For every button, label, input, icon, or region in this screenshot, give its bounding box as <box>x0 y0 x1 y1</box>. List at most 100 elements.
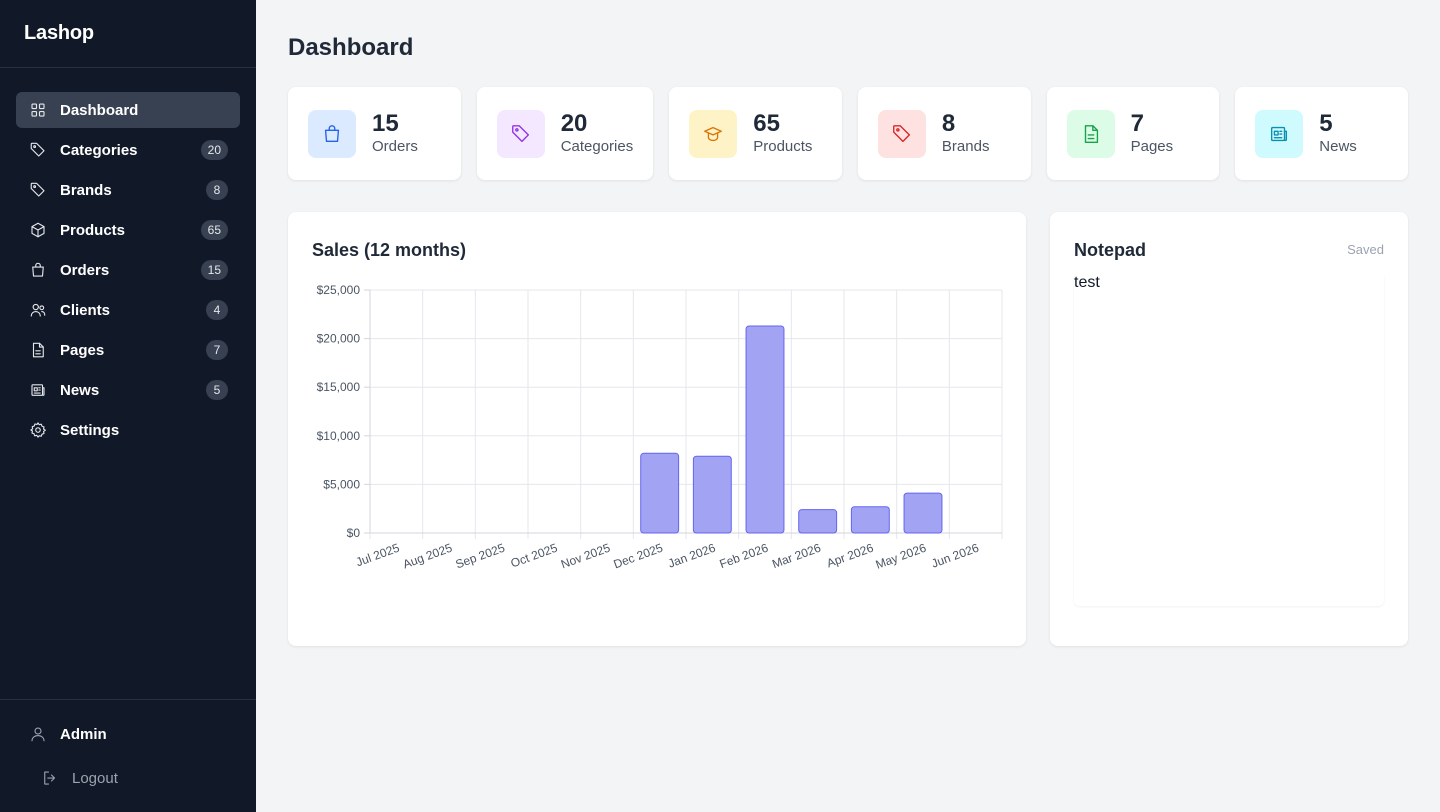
gear-icon <box>28 420 48 440</box>
sidebar-item-pages[interactable]: Pages 7 <box>16 332 240 368</box>
sidebar-item-label: Clients <box>60 301 111 319</box>
sidebar-item-brands[interactable]: Brands 8 <box>16 172 240 208</box>
chart-bar <box>640 452 680 534</box>
stat-card-news: 5 News <box>1235 87 1408 180</box>
count-badge: 4 <box>206 300 228 320</box>
stat-value: 20 <box>560 109 588 137</box>
stat-label: Products <box>753 137 813 155</box>
newspaper-icon <box>1271 126 1288 141</box>
count-badge: 20 <box>200 140 228 160</box>
sidebar-nav: Dashboard Categories 20 Brands 8 Product… <box>0 68 256 448</box>
document-icon <box>28 340 48 360</box>
x-tick-label: Oct 2025 <box>509 541 560 571</box>
y-tick-label: $25,000 <box>317 283 361 297</box>
y-tick-label: $0 <box>347 526 361 540</box>
chart-bar <box>692 455 732 534</box>
x-tick-label: Aug 2025 <box>401 541 454 572</box>
logout-label: Logout <box>72 769 118 787</box>
user-name: Admin <box>60 725 107 743</box>
stat-value: 65 <box>753 109 780 137</box>
stats-row: 15 Orders 20 Categories 65 Products 8 Brands… <box>288 87 1408 180</box>
stat-label: Brands <box>941 137 990 155</box>
chart-bar <box>903 492 943 534</box>
app-logo[interactable]: Lashop <box>0 0 256 68</box>
logout-button[interactable]: Logout <box>16 760 240 796</box>
sidebar-item-dashboard[interactable]: Dashboard <box>16 92 240 128</box>
notepad-textarea[interactable]: test <box>1074 272 1384 606</box>
sidebar-item-label: Products <box>60 221 126 239</box>
graduation-cap-icon <box>704 126 723 141</box>
notepad-title: Notepad <box>1074 240 1146 260</box>
sidebar-item-news[interactable]: News 5 <box>16 372 240 408</box>
x-tick-label: Mar 2026 <box>770 541 823 572</box>
sales-chart-panel: Sales (12 months) $0 $5,000 $10,000 $15,000… <box>288 212 1026 646</box>
grid-icon <box>28 100 48 120</box>
stat-icon-brands <box>877 109 926 158</box>
count-badge: 7 <box>206 340 228 360</box>
stat-icon-news <box>1255 109 1304 158</box>
main-content: Dashboard 15 Orders 20 Categories 65 Produc… <box>256 0 1440 812</box>
y-tick-label: $15,000 <box>317 380 361 394</box>
x-tick-label: Sep 2025 <box>454 541 507 572</box>
stat-label: Pages <box>1130 137 1174 155</box>
x-tick-label: May 2026 <box>874 541 929 572</box>
stat-label: News <box>1319 137 1357 155</box>
y-tick-label: $5,000 <box>323 477 360 491</box>
sales-chart: $0 $5,000 $10,000 $15,000 $20,000 $25,000 Jul … <box>317 283 1003 572</box>
sidebar: Lashop Dashboard Categories 20 Brands 8 … <box>0 0 256 812</box>
stat-value: 8 <box>941 109 956 137</box>
x-tick-label: Jun 2026 <box>929 541 980 571</box>
stat-label: Categories <box>560 137 634 155</box>
users-icon <box>28 300 48 320</box>
y-tick-label: $10,000 <box>317 429 361 443</box>
sidebar-item-orders[interactable]: Orders 15 <box>16 252 240 288</box>
shopping-bag-icon <box>28 260 48 280</box>
stat-card-products: 65 Products <box>669 87 842 180</box>
sidebar-item-settings[interactable]: Settings <box>16 412 240 448</box>
count-badge: 8 <box>206 180 228 200</box>
notepad-panel: Notepad Saved test <box>1050 212 1408 646</box>
x-tick-label: Feb 2026 <box>718 541 771 572</box>
stat-value: 15 <box>372 109 399 137</box>
user-profile[interactable]: Admin <box>16 716 240 752</box>
stat-icon-categories <box>496 109 545 158</box>
sidebar-item-categories[interactable]: Categories 20 <box>16 132 240 168</box>
sidebar-item-label: Orders <box>60 261 110 279</box>
sidebar-item-label: News <box>60 381 100 399</box>
stat-value: 5 <box>1319 109 1333 137</box>
stat-card-pages: 7 Pages <box>1046 87 1220 180</box>
sidebar-item-label: Dashboard <box>60 101 139 119</box>
stat-card-brands: 8 Brands <box>857 87 1031 180</box>
sidebar-item-label: Settings <box>60 421 120 439</box>
stat-icon-orders <box>308 109 356 158</box>
stat-icon-products <box>689 109 738 158</box>
y-tick-label: $20,000 <box>317 332 361 346</box>
stat-label: Orders <box>372 137 418 155</box>
sidebar-item-label: Pages <box>60 341 105 359</box>
user-icon <box>28 724 48 744</box>
x-tick-label: Jan 2026 <box>666 541 717 571</box>
tag-icon <box>28 180 48 200</box>
x-tick-label: Nov 2025 <box>559 541 612 572</box>
chart-bar <box>798 509 838 534</box>
count-badge: 15 <box>200 260 228 280</box>
sidebar-item-label: Brands <box>60 181 112 199</box>
logout-icon <box>40 768 60 788</box>
tag-icon <box>28 140 48 160</box>
document-icon <box>1084 124 1098 143</box>
chart-bar <box>850 506 890 534</box>
sidebar-item-clients[interactable]: Clients 4 <box>16 292 240 328</box>
cube-icon <box>28 220 48 240</box>
panels-row: Sales (12 months) $0 $5,000 $10,000 $15,000… <box>288 212 1408 646</box>
tag-icon <box>892 124 910 142</box>
page-title: Dashboard <box>288 34 414 61</box>
chart-bar <box>745 325 785 534</box>
sidebar-item-label: Categories <box>60 141 138 159</box>
save-status: Saved <box>1347 242 1384 257</box>
tag-icon <box>511 124 529 142</box>
count-badge: 5 <box>206 380 228 400</box>
sidebar-item-products[interactable]: Products 65 <box>16 212 240 248</box>
stat-icon-pages <box>1066 109 1115 158</box>
sidebar-footer: Admin Logout <box>0 699 256 812</box>
stat-card-categories: 20 Categories <box>476 87 654 180</box>
